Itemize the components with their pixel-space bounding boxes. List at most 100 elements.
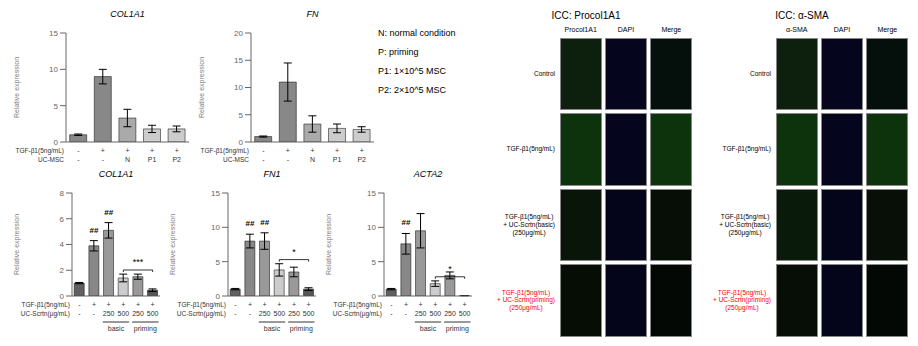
svg-text:0: 0 [216, 292, 221, 301]
svg-text:##: ## [246, 219, 255, 228]
svg-text:500: 500 [117, 310, 129, 317]
svg-text:+: + [463, 301, 467, 308]
svg-text:+: + [310, 147, 314, 154]
svg-text:15: 15 [234, 56, 243, 65]
svg-text:*: * [448, 264, 452, 274]
svg-text:##: ## [90, 226, 99, 235]
svg-text:Relative expression: Relative expression [169, 214, 177, 275]
svg-text:priming: priming [290, 325, 313, 333]
svg-text:+: + [448, 301, 452, 308]
svg-text:-: - [102, 156, 105, 163]
svg-text:UC-MSC: UC-MSC [38, 156, 64, 163]
svg-text:250: 250 [288, 310, 300, 317]
svg-text:-: - [405, 310, 408, 317]
svg-text:P2: P2 [357, 156, 366, 163]
svg-text:250: 250 [132, 310, 144, 317]
svg-text:15: 15 [367, 189, 376, 198]
svg-text:0: 0 [239, 138, 244, 147]
svg-text:P1: P1 [148, 156, 157, 163]
svg-text:-: - [234, 301, 237, 308]
svg-text:+: + [151, 301, 155, 308]
svg-text:basic: basic [108, 325, 125, 332]
svg-text:N: N [125, 156, 130, 163]
svg-text:500: 500 [429, 310, 441, 317]
svg-text:basic: basic [420, 325, 437, 332]
svg-text:*: * [292, 247, 296, 257]
svg-text:+: + [307, 301, 311, 308]
svg-text:0: 0 [60, 292, 65, 301]
svg-text:+: + [360, 147, 364, 154]
svg-text:TGF-β1(5ng/mL): TGF-β1(5ng/mL) [15, 147, 64, 155]
svg-text:-: - [78, 310, 81, 317]
svg-text:10: 10 [49, 65, 58, 74]
svg-text:P2: P2 [172, 156, 181, 163]
svg-text:+: + [136, 301, 140, 308]
svg-text:UC-MSC: UC-MSC [223, 156, 249, 163]
svg-text:15: 15 [49, 29, 58, 38]
svg-text:+: + [277, 301, 281, 308]
svg-text:+: + [101, 147, 105, 154]
svg-text:0: 0 [372, 292, 377, 301]
svg-text:N: N [310, 156, 315, 163]
svg-text:-: - [249, 310, 252, 317]
svg-text:-: - [77, 147, 80, 154]
svg-text:10: 10 [211, 223, 220, 232]
svg-text:Relative expression: Relative expression [13, 214, 21, 275]
svg-text:TGF-β1(5ng/mL): TGF-β1(5ng/mL) [333, 301, 382, 309]
svg-text:-: - [77, 156, 80, 163]
svg-text:-: - [93, 310, 96, 317]
svg-text:+: + [433, 301, 437, 308]
svg-text:+: + [175, 147, 179, 154]
svg-text:10: 10 [234, 83, 243, 92]
svg-text:8: 8 [60, 189, 65, 198]
svg-text:500: 500 [147, 310, 159, 317]
svg-text:+: + [92, 301, 96, 308]
svg-text:Relative expression: Relative expression [325, 214, 333, 275]
svg-text:TGF-β1(5ng/mL): TGF-β1(5ng/mL) [21, 301, 70, 309]
svg-text:5: 5 [54, 102, 59, 111]
svg-text:+: + [292, 301, 296, 308]
svg-text:+: + [150, 147, 154, 154]
svg-text:10: 10 [367, 223, 376, 232]
svg-text:##: ## [402, 218, 411, 227]
svg-text:5: 5 [216, 258, 221, 267]
svg-text:+: + [419, 301, 423, 308]
svg-text:UC-Scrtn(μg/mL): UC-Scrtn(μg/mL) [177, 310, 226, 318]
svg-text:P1: P1 [333, 156, 342, 163]
svg-text:+: + [404, 301, 408, 308]
svg-text:priming: priming [446, 325, 469, 333]
svg-text:0: 0 [54, 138, 59, 147]
svg-text:5: 5 [239, 111, 244, 120]
svg-text:+: + [121, 301, 125, 308]
svg-text:Relative expression: Relative expression [13, 57, 21, 118]
svg-text:500: 500 [273, 310, 285, 317]
svg-text:Relative expression: Relative expression [198, 57, 206, 118]
svg-text:15: 15 [211, 189, 220, 198]
svg-text:20: 20 [234, 29, 243, 38]
svg-text:500: 500 [303, 310, 315, 317]
svg-text:-: - [390, 301, 393, 308]
svg-text:250: 250 [259, 310, 271, 317]
svg-text:250: 250 [103, 310, 115, 317]
svg-text:+: + [125, 147, 129, 154]
svg-text:250: 250 [444, 310, 456, 317]
svg-text:***: *** [133, 257, 144, 267]
svg-text:+: + [107, 301, 111, 308]
svg-text:TGF-β1(5ng/mL): TGF-β1(5ng/mL) [200, 147, 249, 155]
svg-text:UC-Scrtn(μg/mL): UC-Scrtn(μg/mL) [21, 310, 70, 318]
svg-text:5: 5 [372, 258, 377, 267]
svg-text:-: - [234, 310, 237, 317]
svg-text:UC-Scrtn(μg/mL): UC-Scrtn(μg/mL) [333, 310, 382, 318]
svg-text:-: - [262, 147, 265, 154]
svg-text:6: 6 [60, 215, 65, 224]
svg-text:-: - [262, 156, 265, 163]
svg-text:4: 4 [60, 240, 65, 249]
svg-text:250: 250 [415, 310, 427, 317]
svg-text:-: - [390, 310, 393, 317]
svg-text:-: - [287, 156, 290, 163]
svg-text:basic: basic [264, 325, 281, 332]
svg-text:-: - [78, 301, 81, 308]
svg-text:TGF-β1(5ng/mL): TGF-β1(5ng/mL) [177, 301, 226, 309]
svg-text:priming: priming [134, 325, 157, 333]
svg-text:+: + [286, 147, 290, 154]
